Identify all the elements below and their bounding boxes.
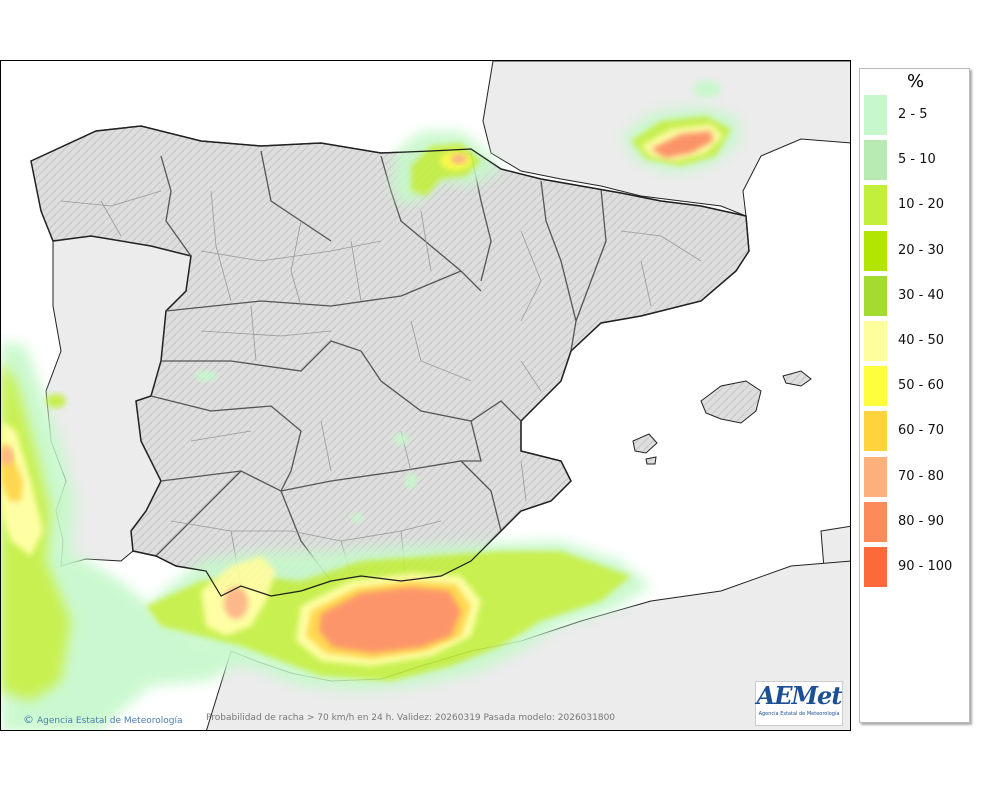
legend-item: 60 - 70: [864, 411, 969, 453]
legend-label: 40 - 50: [898, 333, 945, 348]
regional-borders: [150, 150, 607, 582]
legend-item: 80 - 90: [864, 501, 969, 544]
legend-swatch: [864, 95, 887, 135]
legend-swatch: [864, 275, 887, 316]
prob-cantabria-70-80: [451, 154, 467, 164]
ibiza-land: [632, 433, 658, 454]
agency-credit-text: Agencia Estatal de Meteorología: [37, 716, 183, 726]
legend-swatch: [864, 185, 887, 226]
prob-atlantic-70-80: [1, 446, 13, 466]
formentera-land: [645, 456, 657, 465]
agency-credit: © Agencia Estatal de Meteorología: [23, 713, 183, 726]
color-legend: % 2 - 5 5 - 10 10 - 20 20 - 30 30 - 40 40 - 5…: [859, 68, 970, 723]
prob-france-top-2-5: [693, 80, 721, 98]
prob-gibraltar-70-80: [224, 587, 248, 619]
legend-unit: %: [906, 71, 925, 92]
prob-spot-2: [393, 433, 409, 445]
prob-spot-5: [46, 394, 66, 408]
legend-swatch: [864, 501, 887, 542]
legend-label: 20 - 30: [898, 242, 945, 258]
spain-coastline: [30, 125, 750, 597]
legend-label: 70 - 80: [898, 468, 945, 484]
legend-label: 60 - 70: [898, 423, 945, 439]
legend-swatch: [864, 547, 887, 587]
legend-swatch: [864, 411, 887, 452]
legend-label: 5 - 10: [898, 152, 936, 168]
legend-item: 70 - 80: [864, 456, 969, 499]
legend-item: 5 - 10: [864, 140, 969, 182]
legend-label: 10 - 20: [898, 197, 945, 213]
prob-alboran-80-90: [319, 587, 461, 653]
legend-item: 20 - 30: [864, 230, 969, 273]
legend-item: 2 - 5: [864, 95, 969, 137]
legend-label: 80 - 90: [898, 513, 945, 529]
legend-label: 50 - 60: [898, 378, 945, 394]
legend-swatch: [864, 321, 887, 361]
map-canvas: [1, 61, 850, 730]
copyright-icon: ©: [23, 713, 34, 726]
legend-label: 30 - 40: [898, 287, 945, 303]
legend-label: 90 - 100: [898, 559, 953, 574]
prob-france-80-90: [651, 131, 713, 158]
probability-field: [1, 80, 741, 730]
legend-item: 30 - 40: [864, 275, 969, 318]
legend-swatch: [864, 230, 887, 271]
aemet-logo: AEMet Agencia Estatal de Meteorología: [755, 681, 843, 726]
legend-swatch: [864, 456, 887, 497]
menorca-land: [782, 370, 812, 387]
prob-spot-4: [351, 513, 363, 523]
legend-item: 50 - 60: [864, 366, 969, 408]
legend-item: 40 - 50: [864, 321, 969, 363]
probability-map: © Agencia Estatal de Meteorología Probabi…: [0, 60, 851, 731]
legend-label: 2 - 5: [898, 107, 928, 122]
mallorca-land: [700, 380, 762, 424]
product-caption: Probabilidad de racha > 70 km/h en 24 h.…: [206, 713, 616, 723]
legend-item: 10 - 20: [864, 185, 969, 227]
prob-spot-3: [405, 473, 417, 489]
legend-swatch: [864, 140, 887, 181]
legend-swatch: [864, 366, 887, 407]
legend-item: 90 - 100: [864, 547, 969, 589]
aemet-logo-subtext: Agencia Estatal de Meteorología: [758, 711, 840, 717]
aemet-logo-wordmark: AEMet: [756, 681, 843, 710]
prob-spot-1: [194, 371, 218, 381]
